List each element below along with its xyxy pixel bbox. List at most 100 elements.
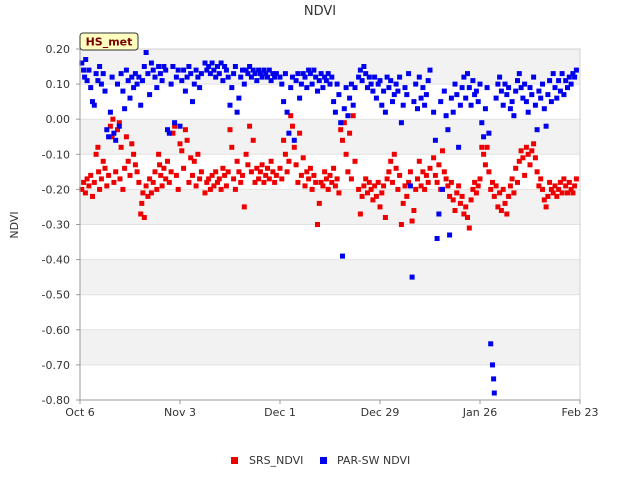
point-srs-ndvi	[140, 190, 146, 196]
point-srs-ndvi	[245, 162, 251, 168]
point-par-sw-ndvi	[498, 88, 504, 94]
point-par-sw-ndvi	[395, 88, 401, 94]
point-srs-ndvi	[448, 179, 454, 185]
point-par-sw-ndvi	[127, 95, 133, 101]
point-par-sw-ndvi	[88, 85, 94, 91]
point-srs-ndvi	[88, 172, 94, 178]
point-srs-ndvi	[334, 176, 340, 182]
point-srs-ndvi	[532, 155, 538, 161]
point-par-sw-ndvi	[232, 64, 238, 69]
point-srs-ndvi	[232, 186, 238, 192]
point-srs-ndvi	[486, 169, 492, 175]
point-par-sw-ndvi	[398, 120, 404, 126]
point-par-sw-ndvi	[186, 64, 192, 69]
point-par-sw-ndvi	[95, 78, 101, 84]
legend-item-srs-ndvi[interactable]: SRS_NDVI	[231, 454, 303, 467]
point-par-sw-ndvi	[134, 81, 140, 87]
point-srs-ndvi	[227, 127, 233, 133]
point-par-sw-ndvi	[479, 120, 485, 126]
point-par-sw-ndvi	[284, 109, 290, 115]
point-par-sw-ndvi	[538, 95, 544, 101]
point-srs-ndvi	[340, 137, 345, 143]
point-par-sw-ndvi	[297, 95, 303, 101]
point-srs-ndvi	[175, 186, 181, 192]
point-srs-ndvi	[409, 218, 415, 224]
point-par-sw-ndvi	[463, 95, 469, 101]
point-par-sw-ndvi	[563, 78, 569, 84]
point-srs-ndvi	[343, 151, 349, 157]
point-par-sw-ndvi	[241, 81, 247, 87]
point-srs-ndvi	[534, 169, 540, 175]
x-tick-label: Feb 23	[562, 406, 599, 419]
point-srs-ndvi	[172, 123, 178, 129]
point-par-sw-ndvi	[323, 78, 329, 84]
point-srs-ndvi	[527, 162, 533, 168]
point-par-sw-ndvi	[341, 106, 347, 112]
point-srs-ndvi	[543, 204, 549, 210]
point-par-sw-ndvi	[573, 67, 579, 73]
point-srs-ndvi	[406, 179, 412, 185]
point-srs-ndvi	[563, 183, 569, 189]
point-srs-ndvi	[131, 151, 137, 157]
point-srs-ndvi	[456, 183, 462, 189]
point-srs-ndvi	[375, 179, 381, 185]
point-srs-ndvi	[132, 162, 138, 168]
point-par-sw-ndvi	[515, 78, 520, 84]
point-par-sw-ndvi	[300, 71, 306, 77]
point-srs-ndvi	[309, 186, 315, 192]
point-srs-ndvi	[181, 165, 187, 171]
point-par-sw-ndvi	[302, 74, 308, 80]
point-par-sw-ndvi	[529, 92, 535, 98]
point-par-sw-ndvi	[566, 74, 572, 80]
point-srs-ndvi	[86, 183, 92, 189]
point-srs-ndvi	[207, 186, 213, 192]
point-srs-ndvi	[416, 158, 422, 164]
point-srs-ndvi	[548, 186, 554, 192]
legend-label-srs-ndvi: SRS_NDVI	[249, 454, 303, 467]
point-srs-ndvi	[272, 179, 278, 185]
point-par-sw-ndvi	[245, 71, 251, 77]
point-srs-ndvi	[282, 151, 288, 157]
point-srs-ndvi	[398, 222, 404, 227]
point-par-sw-ndvi	[388, 78, 394, 84]
point-par-sw-ndvi	[406, 71, 412, 77]
point-par-sw-ndvi	[147, 92, 153, 98]
point-srs-ndvi	[82, 190, 88, 196]
point-par-sw-ndvi	[120, 88, 126, 94]
point-par-sw-ndvi	[466, 85, 472, 91]
point-srs-ndvi	[402, 183, 408, 189]
point-srs-ndvi	[357, 211, 363, 217]
point-par-sw-ndvi	[531, 74, 537, 80]
point-srs-ndvi	[191, 158, 197, 164]
point-par-sw-ndvi	[257, 71, 263, 77]
point-srs-ndvi	[215, 179, 220, 185]
point-srs-ndvi	[104, 183, 110, 189]
point-srs-ndvi	[490, 179, 495, 185]
legend-item-par-sw-ndvi[interactable]: PAR-SW NDVI	[320, 454, 410, 467]
point-par-sw-ndvi	[332, 109, 338, 115]
point-srs-ndvi	[293, 162, 299, 168]
point-srs-ndvi	[115, 127, 120, 133]
point-srs-ndvi	[148, 190, 154, 196]
point-srs-ndvi	[368, 186, 374, 192]
grid-band	[80, 259, 580, 295]
point-par-sw-ndvi	[165, 127, 170, 133]
y-tick-label: -0.20	[42, 183, 70, 196]
point-srs-ndvi	[404, 193, 410, 199]
point-srs-ndvi	[147, 176, 153, 182]
legend: SRS_NDVI PAR-SW NDVI	[231, 454, 410, 467]
point-par-sw-ndvi	[311, 67, 317, 73]
point-par-sw-ndvi	[438, 99, 444, 105]
point-par-sw-ndvi	[250, 67, 256, 73]
point-par-sw-ndvi	[495, 81, 501, 87]
point-par-sw-ndvi	[329, 74, 335, 80]
point-par-sw-ndvi	[352, 85, 358, 91]
point-par-sw-ndvi	[372, 74, 378, 80]
point-par-sw-ndvi	[400, 102, 406, 108]
point-srs-ndvi	[134, 169, 140, 175]
point-srs-ndvi	[141, 215, 147, 220]
point-par-sw-ndvi	[116, 123, 122, 129]
point-par-sw-ndvi	[125, 78, 131, 84]
x-tick-label: Oct 6	[65, 406, 95, 419]
